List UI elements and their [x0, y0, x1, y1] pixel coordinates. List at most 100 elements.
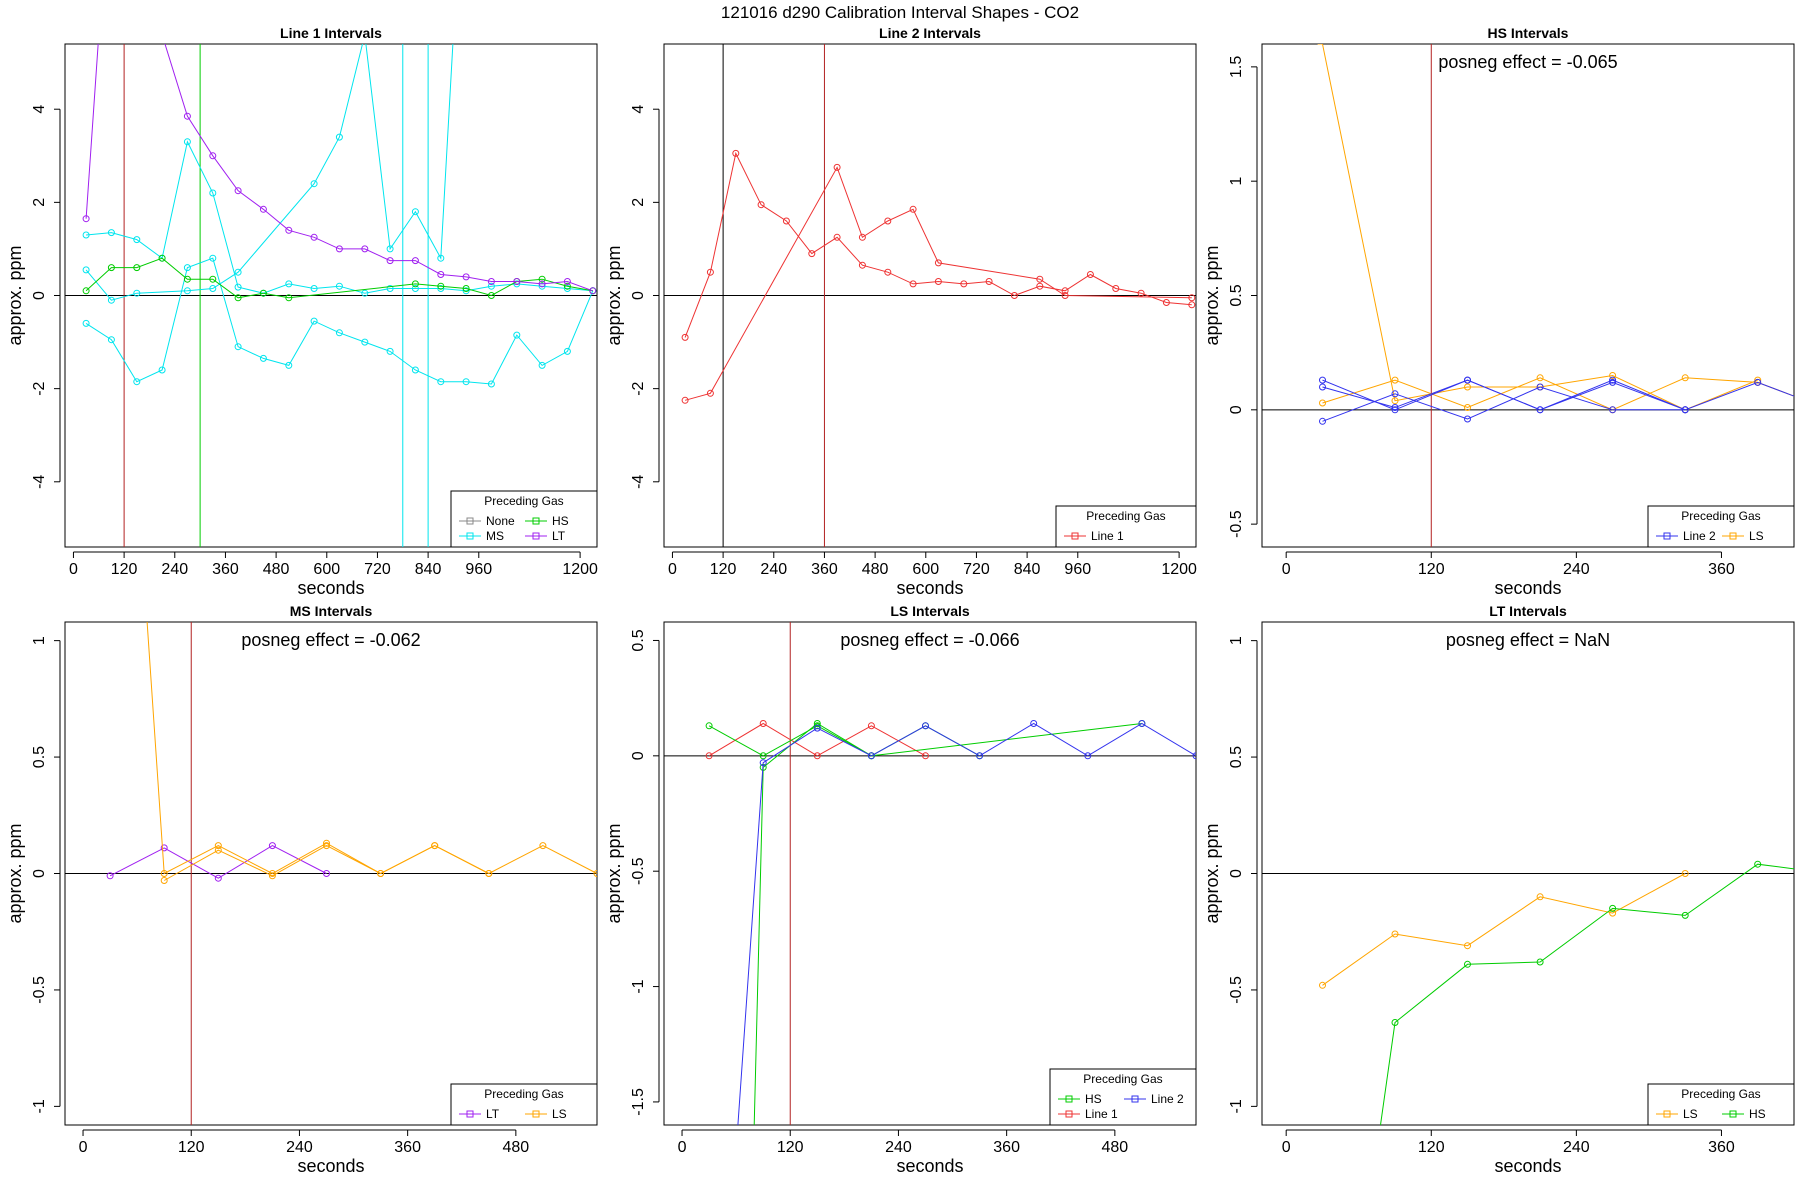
series-group — [705, 720, 1196, 1125]
legend-title: Preceding Gas — [484, 1087, 563, 1101]
legend-marker — [532, 517, 540, 525]
chart-panel-4: MS Intervals 0 120 240 360 480 seconds -1 -0.5 0 0… — [5, 603, 598, 1176]
x-axis-label: seconds — [896, 1156, 963, 1176]
data-point — [1391, 406, 1399, 414]
data-point — [268, 870, 276, 877]
legend-entry-label: LS — [1683, 1107, 1698, 1121]
data-point — [1609, 372, 1617, 379]
data-point — [485, 870, 493, 877]
data-point — [759, 752, 767, 760]
data-point — [214, 842, 222, 850]
legend-entry-label: None — [486, 514, 515, 528]
data-point — [1084, 752, 1092, 760]
data-point — [1391, 390, 1399, 398]
legend-title: Preceding Gas — [484, 494, 563, 508]
data-point — [487, 380, 495, 388]
data-point — [706, 389, 714, 397]
data-point — [386, 285, 394, 292]
data-point — [133, 236, 141, 244]
data-point — [813, 752, 821, 760]
data-point — [107, 229, 115, 237]
data-point — [1138, 720, 1146, 727]
y-tick-label: 0.5 — [31, 746, 48, 768]
data-point — [813, 720, 821, 727]
y-tick-label: 1.5 — [1228, 56, 1245, 78]
data-point — [209, 152, 217, 160]
x-tick-label: 360 — [394, 1139, 421, 1156]
data-point — [833, 163, 841, 171]
data-point — [867, 752, 875, 760]
legend-marker — [1729, 532, 1737, 540]
y-tick-label: 0 — [630, 751, 647, 760]
data-point — [323, 842, 330, 850]
data-point — [386, 347, 394, 355]
data-point — [1391, 376, 1399, 384]
data-point — [361, 245, 369, 253]
legend-marker — [1071, 532, 1079, 540]
data-point — [107, 264, 115, 272]
x-tick-label: 360 — [1708, 1139, 1735, 1156]
legend: Preceding Gas LS HS — [1647, 1083, 1795, 1126]
series-group — [681, 149, 1196, 404]
series-line — [1380, 863, 1794, 1125]
data-point — [934, 278, 942, 285]
y-tick-label: 1 — [31, 636, 48, 645]
data-point — [884, 268, 892, 276]
y-tick-label: 0 — [630, 291, 647, 300]
data-point — [437, 378, 445, 386]
data-point — [759, 720, 767, 727]
data-point — [285, 280, 293, 288]
series-line — [85, 257, 593, 299]
data-point — [82, 319, 90, 327]
legend-entry-label: LT — [552, 529, 566, 543]
data-point — [160, 870, 168, 877]
x-tick-label: 0 — [678, 1139, 687, 1156]
data-point — [209, 285, 217, 292]
legend-entry-label: HS — [1085, 1092, 1102, 1106]
y-tick-label: 0.5 — [1228, 746, 1245, 768]
data-point — [335, 329, 343, 337]
data-point — [1536, 893, 1544, 901]
data-point — [922, 722, 929, 730]
data-point — [1681, 911, 1689, 919]
data-point — [1010, 292, 1018, 299]
series-line — [1322, 379, 1686, 411]
data-point — [268, 872, 276, 880]
series-line — [1317, 44, 1758, 411]
y-tick-label: 0.5 — [1228, 284, 1245, 306]
data-point — [183, 275, 191, 283]
data-point — [960, 280, 968, 288]
y-tick-label: 1 — [1228, 177, 1245, 186]
data-point — [133, 264, 141, 272]
data-point — [335, 133, 343, 141]
data-point — [285, 294, 293, 302]
data-point — [909, 205, 917, 213]
data-point — [487, 292, 495, 299]
x-tick-label: 840 — [1014, 561, 1041, 578]
data-point — [209, 254, 217, 262]
data-point — [1319, 376, 1326, 384]
data-point — [1391, 404, 1399, 411]
y-tick-label: 0 — [1228, 405, 1245, 414]
data-point — [813, 724, 821, 732]
x-tick-label: 360 — [993, 1139, 1020, 1156]
data-point — [234, 343, 242, 351]
x-tick-label: 1200 — [1161, 561, 1197, 578]
data-point — [1681, 870, 1689, 877]
x-axis-label: seconds — [896, 578, 963, 598]
data-point — [160, 844, 168, 852]
legend-marker — [532, 1110, 540, 1118]
posneg-annotation: posneg effect = -0.062 — [241, 630, 420, 650]
data-point — [922, 752, 929, 760]
legend-entry-label: HS — [1749, 1107, 1766, 1121]
data-point — [268, 842, 276, 850]
legend-entry-label: LT — [486, 1107, 500, 1121]
data-point — [563, 285, 571, 292]
data-point — [158, 366, 166, 374]
data-point — [335, 245, 343, 253]
data-point — [1391, 930, 1399, 938]
x-tick-label: 120 — [710, 561, 737, 578]
data-point — [437, 282, 445, 290]
x-tick-label: 240 — [286, 1139, 313, 1156]
data-point — [106, 872, 114, 880]
